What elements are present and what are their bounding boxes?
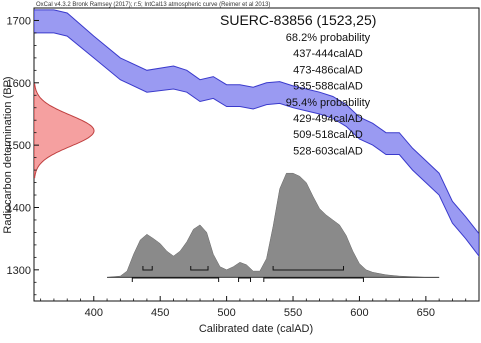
range-text-line-3: 473-486calAD xyxy=(293,64,363,76)
y-axis-title: Radiocarbon determination (BP) xyxy=(2,76,14,233)
x-tick-label-6: 650 xyxy=(417,307,435,319)
radiocarbon-distribution xyxy=(34,83,95,179)
calibration-curve-band xyxy=(34,9,479,257)
y-tick-label-3: 1500 xyxy=(7,140,31,152)
range-text-line-1: 68.2% probability xyxy=(286,32,371,44)
y-tick-label-2: 1400 xyxy=(7,202,31,214)
plot-content xyxy=(34,9,479,282)
probability-ranges-text: 68.2% probability 437-444calAD 473-486calA… xyxy=(286,32,371,157)
axis-layer: 400 450 500 550 600 650 1300 1400 1500 1600 1700 xyxy=(7,15,467,319)
x-tick-label-4: 550 xyxy=(284,307,302,319)
range-text-line-6: 429-494calAD xyxy=(293,113,363,125)
x-axis-title: Calibrated date (calAD) xyxy=(199,323,313,335)
range-text-line-8: 528-603calAD xyxy=(293,145,363,157)
y-tick-label-1: 1300 xyxy=(7,265,31,277)
x-tick-label-1: 400 xyxy=(85,307,103,319)
range-95-bracket-1 xyxy=(131,277,220,282)
oxcal-header: OxCal v4.3.2 Bronk Ramsey (2017); r:5; I… xyxy=(36,2,270,8)
range-95-bracket-3 xyxy=(263,277,364,282)
plot-layer xyxy=(34,9,479,282)
range-68-bracket-1 xyxy=(142,266,153,271)
x-tick-label-5: 600 xyxy=(350,307,368,319)
x-tick-label-3: 500 xyxy=(217,307,235,319)
range-text-line-2: 437-444calAD xyxy=(293,48,363,60)
y-tick-label-5: 1700 xyxy=(7,15,31,27)
range-text-line-4: 535-588calAD xyxy=(293,81,363,93)
y-tick-label-4: 1600 xyxy=(7,78,31,90)
range-68-bracket-2 xyxy=(190,266,209,271)
calibrated-distribution xyxy=(107,172,440,278)
range-95-bracket-2 xyxy=(238,277,252,282)
range-text-line-5: 95.4% probability xyxy=(286,97,371,109)
range-68-bracket-3 xyxy=(272,266,345,271)
x-tick-label-2: 450 xyxy=(151,307,169,319)
sample-title: SUERC-83856 (1523,25) xyxy=(220,12,376,28)
range-text-line-7: 509-518calAD xyxy=(293,129,363,141)
